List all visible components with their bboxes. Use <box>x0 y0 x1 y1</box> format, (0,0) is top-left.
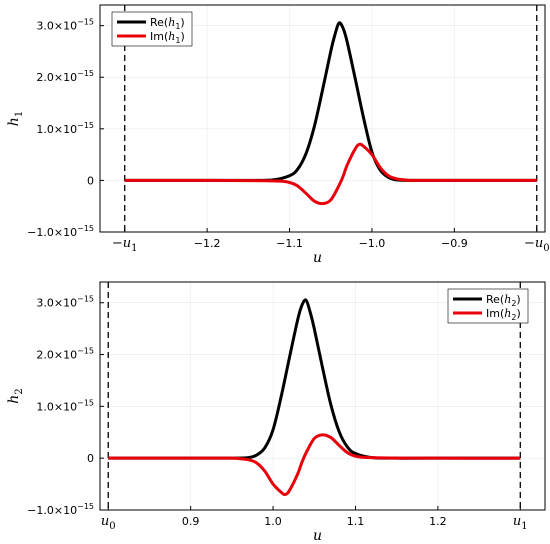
legend-entry: Im(h2) <box>486 307 521 322</box>
chart-1: −1.0×10−15 0 1.0×10−15 2.0×10−15 3.0×10−15 −u… <box>6 4 550 266</box>
y-axis-label: h1 <box>6 111 25 126</box>
y-tick-label: 3.0×10−15 <box>36 18 94 33</box>
x-tick-label: −1.2 <box>194 237 221 250</box>
x-tick-label: −u1 <box>112 236 138 254</box>
y-axis-label: h2 <box>6 388 25 403</box>
y-tick-label: 3.0×10−15 <box>36 295 94 310</box>
series-line-im <box>124 142 537 206</box>
x-tick-label: −1.0 <box>359 237 386 250</box>
x-tick-label: 1.1 <box>347 515 365 528</box>
x-tick-label: −0.9 <box>441 237 468 250</box>
x-axis-label: u <box>313 528 322 544</box>
chart-2: −1.0×10−1501.0×10−152.0×10−153.0×10−15u0… <box>6 281 546 544</box>
legend-entry: Im(h1) <box>150 30 185 45</box>
x-tick-label: u0 <box>101 514 116 532</box>
x-tick-label: −1.1 <box>276 237 303 250</box>
y-tick-label: 1.0×10−15 <box>36 398 94 413</box>
legend: Re(h2)Im(h2) <box>447 288 529 324</box>
series-line-re <box>124 21 537 182</box>
x-tick-label: 0.9 <box>182 515 200 528</box>
legend-box <box>447 288 529 324</box>
legend-entry: Re(h1) <box>150 16 185 31</box>
y-tick-label: −1.0×10−15 <box>27 224 94 239</box>
y-tick-label: 1.0×10−15 <box>36 121 94 136</box>
legend-entry: Re(h2) <box>486 293 521 308</box>
x-tick-label: u1 <box>513 514 528 532</box>
legend: Re(h1)Im(h1) <box>111 11 193 47</box>
y-tick-label: 2.0×10−15 <box>36 347 94 362</box>
series-line-im <box>108 433 521 497</box>
x-tick-label: 1.0 <box>264 515 282 528</box>
series-line-re <box>108 298 521 460</box>
x-axis-label: u <box>313 250 322 266</box>
y-tick-label: 2.0×10−15 <box>36 69 94 84</box>
legend-box <box>111 11 193 47</box>
y-tick-label: 0 <box>87 452 94 465</box>
y-tick-label: 0 <box>87 174 94 187</box>
plot-frame <box>99 4 546 233</box>
plot-frame <box>99 281 546 511</box>
y-tick-label: −1.0×10−15 <box>27 502 94 517</box>
x-tick-label: 1.2 <box>429 515 447 528</box>
x-tick-label: −u0 <box>524 236 550 254</box>
